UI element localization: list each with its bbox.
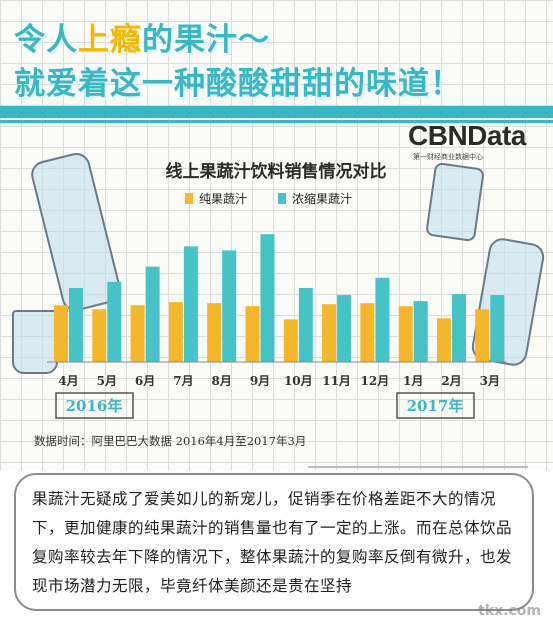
x-tick-label: 7月 bbox=[173, 374, 193, 388]
bar-concentrate-2 bbox=[145, 266, 160, 362]
bar-pure-5 bbox=[245, 306, 260, 362]
data-source-note: 数据时间：阿里巴巴大数据 2016年4月至2017年3月 bbox=[34, 434, 306, 448]
bar-pure-2 bbox=[130, 305, 145, 362]
brand-logo: CBNData bbox=[408, 120, 526, 151]
x-tick-label: 12月 bbox=[361, 374, 390, 388]
x-axis-labels: 4月 5月 6月 7月 8月 9月 10月 11月 12月 1月 2月 3月 bbox=[58, 374, 500, 388]
bar-concentrate-7 bbox=[337, 295, 352, 362]
year-box-2016 bbox=[55, 392, 134, 419]
divider-line bbox=[308, 466, 528, 468]
bar-pure-3 bbox=[168, 302, 183, 362]
bar-pure-10 bbox=[437, 318, 451, 362]
bar-pure-11 bbox=[475, 309, 490, 362]
x-tick-label: 8月 bbox=[212, 374, 232, 388]
cup-illustration-left bbox=[12, 310, 58, 374]
x-tick-label: 5月 bbox=[97, 374, 117, 388]
bar-concentrate-10 bbox=[452, 294, 466, 362]
bar-concentrate-8 bbox=[375, 277, 390, 362]
x-tick-label: 10月 bbox=[284, 374, 313, 388]
bar-concentrate-3 bbox=[183, 246, 198, 362]
bar-concentrate-9 bbox=[413, 301, 428, 362]
sales-comparison-chart: 线上果蔬汁饮料销售情况对比 纯果蔬汁 浓缩果蔬汁 4月 5月 6月 7月 8月 9月 10月… bbox=[34, 161, 506, 448]
x-tick-label: 4月 bbox=[58, 374, 78, 388]
headline-line-2: 就爱着这一种酸酸甜甜的味道！ bbox=[14, 66, 462, 102]
x-tick-label: 2月 bbox=[441, 374, 461, 388]
bar-pure-6 bbox=[283, 319, 298, 362]
bar-pure-4 bbox=[207, 303, 222, 362]
x-tick-label: 6月 bbox=[135, 374, 155, 388]
legend-swatch-pure bbox=[185, 193, 193, 204]
bar-concentrate-5 bbox=[260, 234, 275, 362]
year-box-2017 bbox=[396, 392, 475, 419]
brand-tagline: 第一财经商业数据中心 bbox=[413, 153, 483, 161]
bar-pure-7 bbox=[322, 304, 337, 362]
x-tick-label: 1月 bbox=[403, 374, 423, 388]
bar-concentrate-0 bbox=[69, 287, 83, 362]
x-tick-label: 11月 bbox=[322, 374, 351, 388]
headline-line-1: 令人上瘾的果汁～ bbox=[14, 22, 270, 58]
bar-concentrate-4 bbox=[222, 250, 237, 362]
description-text: 果蔬汁无疑成了爱美如儿的新宠儿，促销季在价格差距不大的情况下，更加健康的纯果蔬汁… bbox=[32, 490, 513, 595]
legend-swatch-concentrate bbox=[278, 193, 286, 204]
legend-label-concentrate: 浓缩果蔬汁 bbox=[292, 191, 352, 206]
year-label-2017: 2017年 bbox=[407, 397, 464, 415]
bar-pure-1 bbox=[92, 309, 107, 362]
x-tick-label: 9月 bbox=[250, 374, 270, 388]
legend-label-pure: 纯果蔬汁 bbox=[199, 192, 247, 206]
bar-concentrate-6 bbox=[298, 287, 313, 362]
chart-title: 线上果蔬汁饮料销售情况对比 bbox=[166, 161, 387, 182]
watermark: tkx.com bbox=[478, 603, 541, 619]
bar-concentrate-11 bbox=[490, 295, 505, 362]
year-label-2016: 2016年 bbox=[66, 397, 123, 415]
header-band bbox=[0, 106, 553, 118]
bar-concentrate-1 bbox=[107, 281, 122, 362]
bar-pure-9 bbox=[398, 306, 413, 362]
bar-pure-0 bbox=[54, 305, 68, 362]
description-box: 果蔬汁无疑成了爱美如儿的新宠儿，促销季在价格差距不大的情况下，更加健康的纯果蔬汁… bbox=[14, 473, 534, 611]
header-band-thin bbox=[0, 120, 553, 123]
bar-pure-8 bbox=[360, 303, 375, 362]
x-tick-label: 3月 bbox=[480, 374, 500, 388]
bar-group bbox=[54, 234, 505, 362]
